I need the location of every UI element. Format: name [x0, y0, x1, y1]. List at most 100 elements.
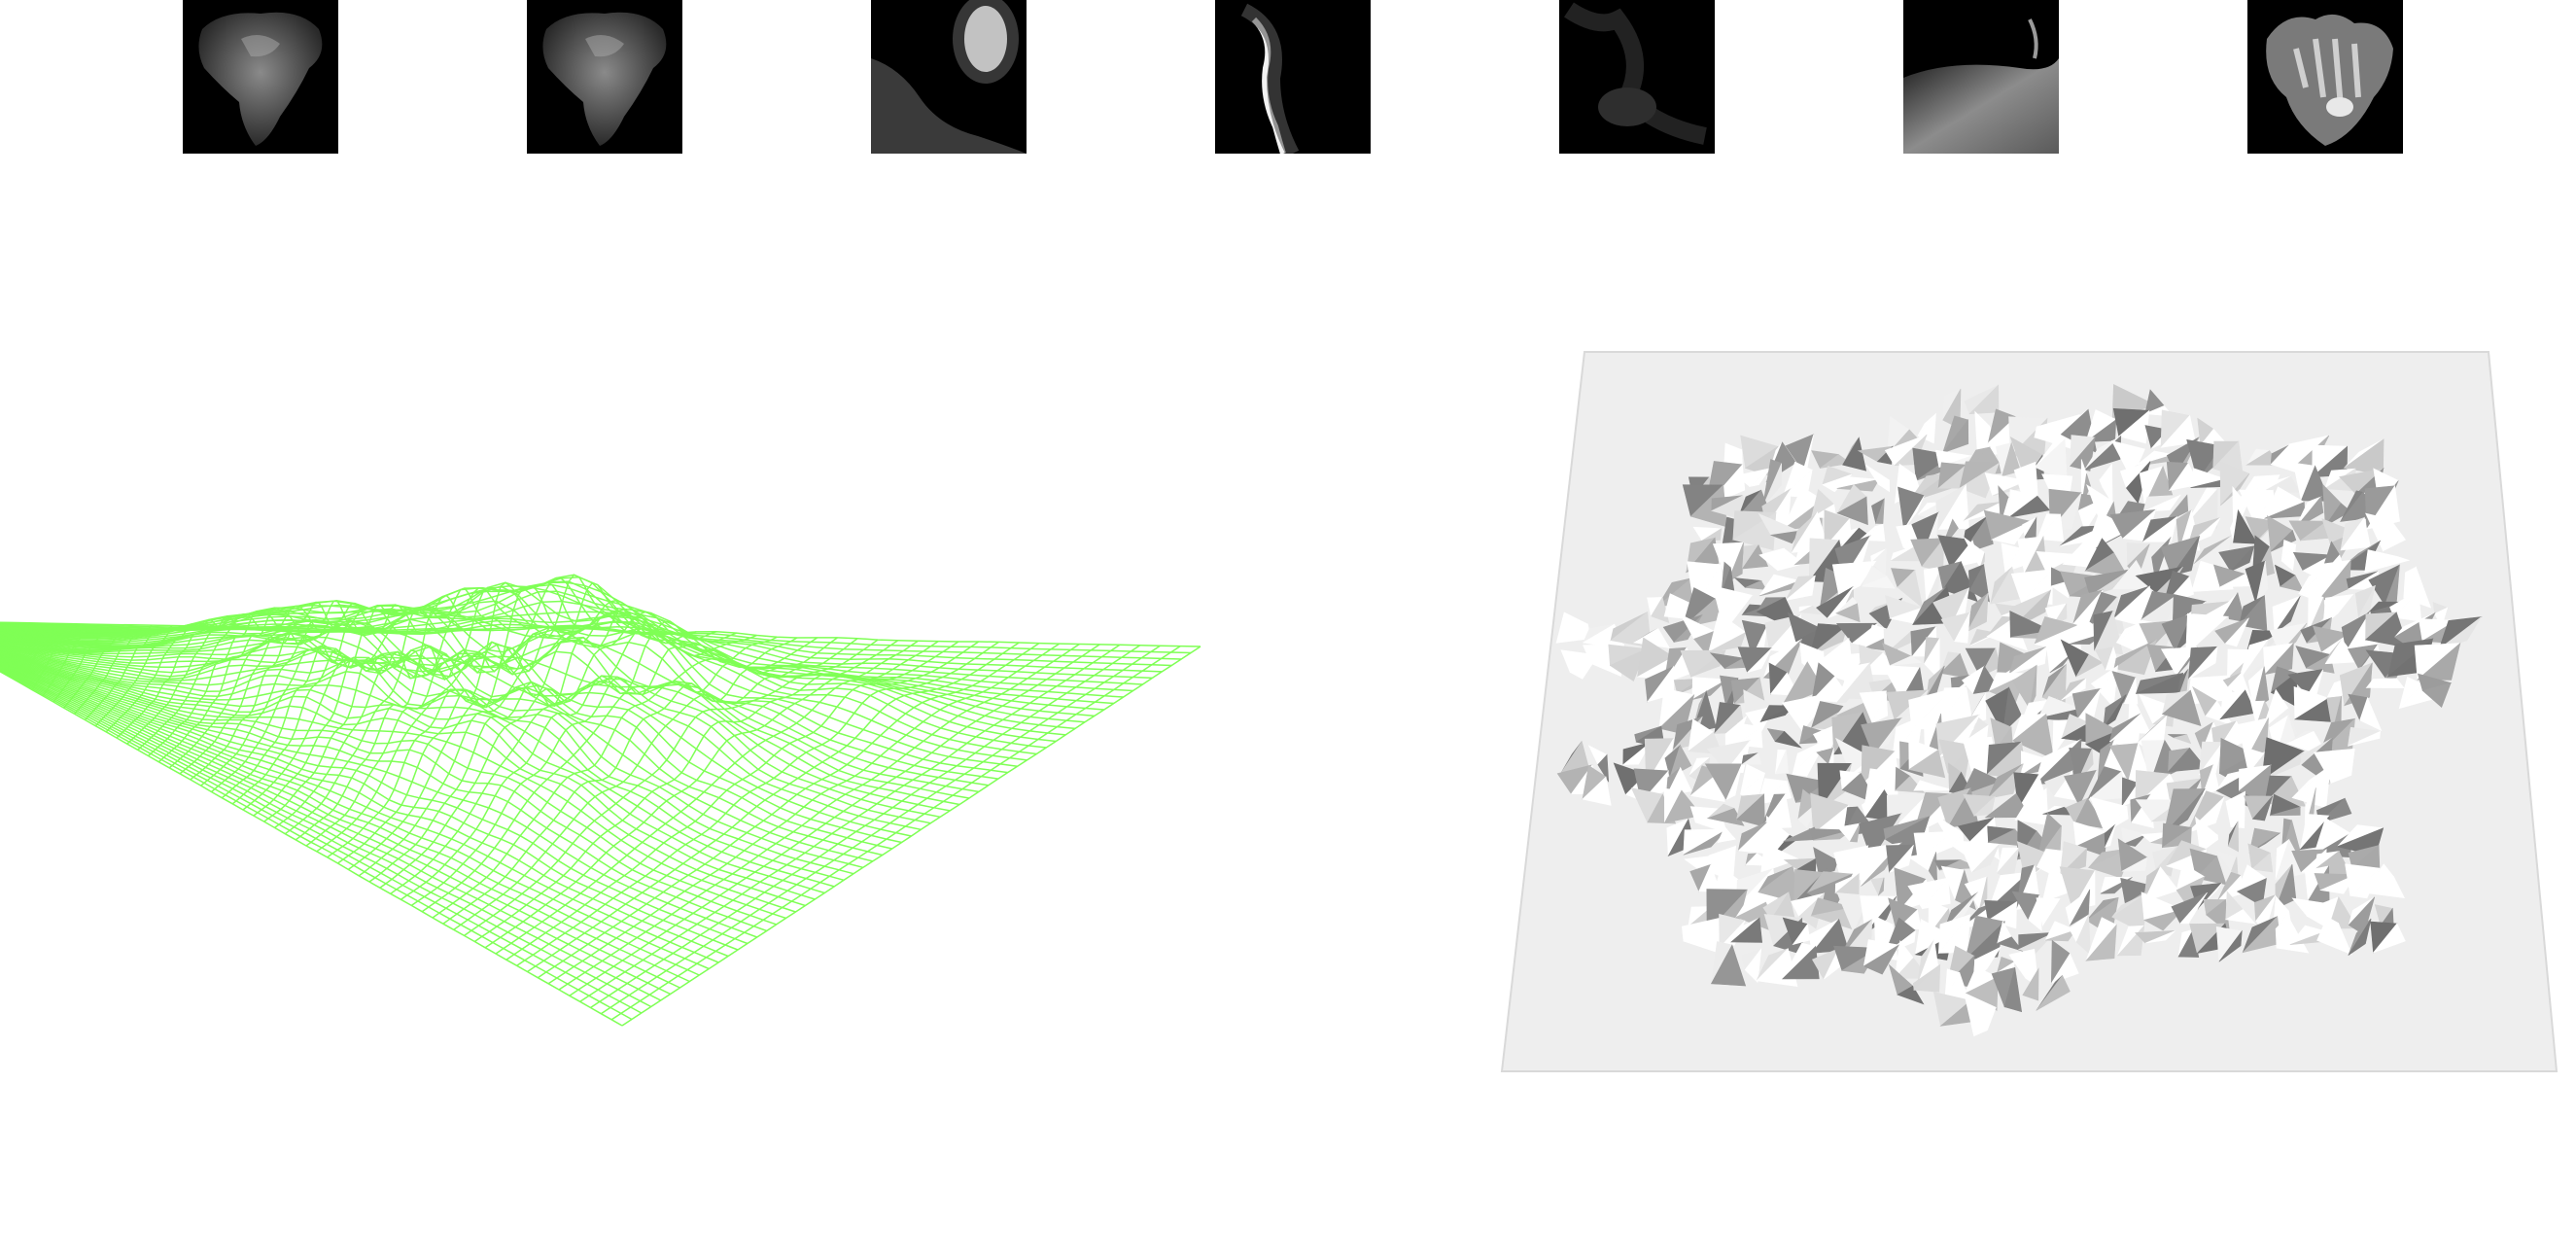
mesh-facet — [2187, 517, 2221, 545]
mesh-facet — [2075, 653, 2104, 678]
wireframe-line — [527, 642, 1020, 973]
mesh-facet — [2383, 518, 2407, 552]
mesh-facet — [1917, 412, 1936, 444]
mesh-facet — [2294, 496, 2324, 529]
mesh-facet — [2280, 543, 2297, 572]
mesh-facet — [2171, 536, 2200, 577]
mesh-facet — [1913, 785, 1955, 791]
mesh-facet — [1717, 835, 1736, 843]
mesh-facet — [1827, 586, 1855, 619]
mesh-facet — [1725, 763, 1743, 801]
mesh-facet — [1748, 468, 1771, 488]
mesh-facet — [1971, 844, 2000, 873]
mesh-facet — [2113, 639, 2157, 676]
wireframe-line — [0, 665, 680, 989]
mesh-facet — [1859, 523, 1886, 542]
mesh-facet — [1897, 985, 1925, 1005]
mesh-facet — [1730, 917, 1763, 943]
mesh-facet — [2372, 923, 2406, 954]
wireframe-line — [547, 643, 1061, 985]
wireframe-line — [558, 643, 1080, 991]
mesh-facet — [1877, 877, 1885, 896]
mesh-facet — [2044, 929, 2077, 942]
mesh-facet — [1973, 795, 1996, 817]
wireframe-line — [0, 660, 729, 958]
mesh-facet — [2161, 689, 2202, 726]
mesh-facet — [1842, 437, 1867, 472]
mesh-facet — [2250, 852, 2274, 873]
mesh-facet — [1636, 656, 1674, 679]
mesh-facet — [2173, 734, 2192, 745]
mesh-facet — [2003, 967, 2023, 1013]
mesh-facet — [2002, 686, 2022, 734]
mesh-facet — [1996, 936, 2024, 952]
mesh-facet — [2104, 805, 2129, 833]
mesh-facet — [1968, 384, 2000, 415]
mesh-facet — [2122, 834, 2146, 847]
mesh-facet — [1941, 419, 1969, 454]
mesh-facet — [1889, 845, 1914, 873]
heightmap-thumb-1[interactable] — [183, 0, 338, 154]
mesh-facet — [2324, 503, 2351, 527]
heightmap-thumb-5[interactable] — [1559, 0, 1715, 154]
mesh-facet — [1967, 592, 1989, 633]
mesh-facet — [2421, 682, 2452, 709]
wireframe-line — [0, 647, 873, 862]
heightmap-thumb-7[interactable] — [2247, 0, 2403, 154]
mesh-facet — [1862, 944, 1900, 975]
mesh-facet — [1897, 569, 1924, 610]
mesh-facet — [2008, 495, 2051, 518]
mesh-facet — [2280, 575, 2305, 593]
mesh-facet — [2099, 664, 2119, 709]
heightmap-thumb-2[interactable] — [527, 0, 682, 154]
mesh-facet — [2022, 967, 2039, 1001]
heightmap-thumb-3[interactable] — [871, 0, 1027, 154]
wireframe-line — [0, 667, 662, 1001]
mesh-facet — [1890, 655, 1923, 666]
mesh-facet — [2141, 594, 2177, 625]
mesh-facet — [2002, 441, 2021, 477]
heightmap-thumb-6[interactable] — [1903, 0, 2059, 154]
wireframe-line — [0, 669, 643, 1014]
wireframe-line — [0, 663, 700, 976]
mesh-facet — [2255, 560, 2269, 605]
mesh-facet — [1913, 963, 1941, 993]
wireframe-line — [0, 670, 623, 1027]
mesh-facet — [2219, 689, 2256, 720]
shaded-mesh-terrain-view[interactable] — [1497, 331, 2576, 1108]
mesh-facet — [2224, 909, 2256, 925]
mesh-facet — [2224, 617, 2249, 647]
mesh-facet — [2251, 795, 2273, 821]
mesh-facet — [2070, 437, 2096, 472]
mesh-facet — [1984, 792, 2031, 819]
mesh-facet — [2188, 646, 2218, 680]
mesh-facet — [2179, 891, 2208, 925]
mesh-facet — [2075, 914, 2091, 956]
mesh-facet — [1621, 742, 1652, 765]
mesh-facet — [2359, 696, 2383, 732]
mesh-facet — [2142, 909, 2184, 931]
mesh-facet — [1780, 661, 1825, 708]
wireframe-terrain-view[interactable] — [0, 292, 1458, 1069]
mesh-facet — [1735, 793, 1765, 827]
mesh-facet — [2069, 889, 2091, 926]
mesh-facet — [1708, 631, 1747, 652]
wireframe-line — [0, 664, 690, 983]
wireframe-line — [0, 662, 710, 970]
mesh-facet — [2315, 559, 2351, 605]
mesh-facet — [2014, 787, 2049, 826]
heightmap-thumb-4[interactable] — [1215, 0, 1371, 154]
mesh-facet — [1973, 1007, 1997, 1036]
mesh-facet — [2103, 694, 2127, 729]
mesh-facet — [1811, 918, 1849, 954]
mesh-facet — [2227, 821, 2240, 853]
mesh-facet — [1744, 579, 1767, 590]
mesh-facet — [1871, 690, 1889, 724]
mesh-facet — [1836, 496, 1868, 526]
mesh-facet — [2142, 866, 2179, 903]
mesh-facet — [1761, 463, 1783, 507]
mesh-facet — [1870, 547, 1887, 577]
mesh-facet — [1792, 739, 1828, 777]
wireframe-line — [0, 650, 845, 882]
mesh-facet — [2221, 591, 2246, 623]
